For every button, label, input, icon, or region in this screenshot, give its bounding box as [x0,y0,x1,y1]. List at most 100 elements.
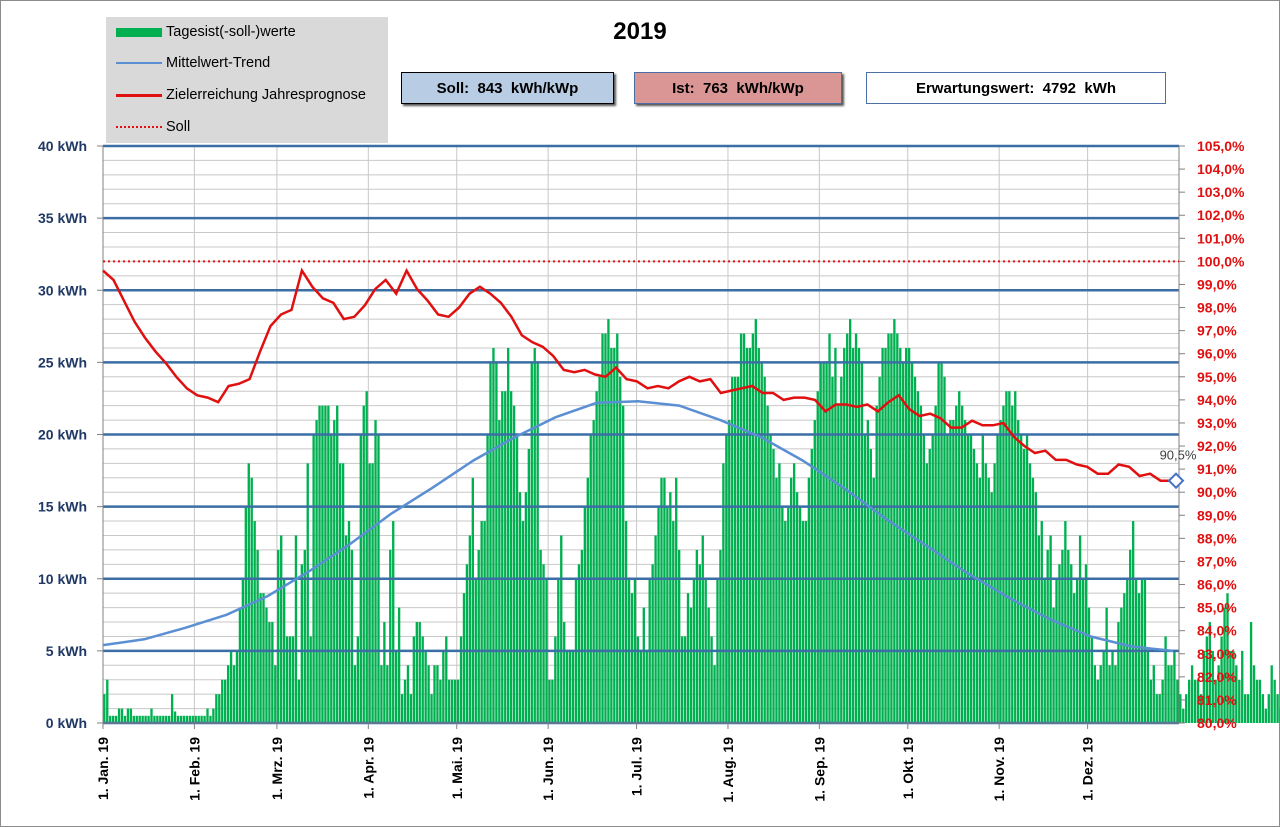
daily-bar [315,420,318,723]
daily-bar [651,564,654,723]
daily-bar [875,405,878,723]
daily-bar [657,506,660,723]
daily-bar [1255,679,1259,723]
daily-bar [344,535,348,723]
daily-bar [686,593,690,723]
daily-bar [1114,665,1117,723]
daily-bar [943,376,946,723]
daily-bar [754,319,757,723]
daily-bar [1093,665,1097,723]
daily-bar [462,593,466,723]
daily-bar [185,715,189,723]
daily-bar [1246,694,1250,723]
daily-bar [843,347,846,723]
x-tick-label: 1. Nov. 19 [991,737,1007,802]
daily-bar [683,636,687,723]
daily-bar [751,333,755,723]
daily-bar [1235,665,1238,723]
daily-bar [256,549,259,723]
daily-bar [203,715,206,723]
daily-bar [433,665,436,723]
daily-bar [760,362,763,723]
y-left-tick-label: 35 kWh [38,210,87,226]
daily-bar [1061,549,1064,723]
daily-bar [952,420,955,723]
daily-bar [1264,708,1267,723]
daily-bar [262,593,265,723]
ist-box: Ist: 763 kWh/kWp [634,72,842,104]
daily-bar [689,607,693,723]
daily-bar [813,420,816,723]
daily-bar [1040,521,1043,723]
x-tick-label: 1. Jun. 19 [540,737,556,801]
daily-bar [866,420,870,723]
daily-bar [568,650,572,723]
erwartung-box: Erwartungswert: 4792 kWh [866,72,1166,104]
daily-bar [400,694,404,723]
daily-bar [621,405,625,723]
y-right-tick-label: 93,0% [1197,415,1237,431]
daily-bar [507,347,510,723]
daily-bar [215,694,218,723]
daily-bar [781,506,784,723]
legend-label-bars: Tagesist(-soll-)werte [166,24,296,40]
daily-bar [530,362,533,723]
daily-bar [884,347,887,723]
daily-bar [386,665,389,723]
end-value-label: 90,5% [1160,448,1197,463]
legend-item-trend: Mittelwert-Trend [116,53,270,73]
daily-bar [598,376,601,723]
daily-bar [412,636,416,723]
daily-bar [1267,694,1270,723]
legend-item-forecast: Zielerreichung Jahresprognose [116,85,366,105]
daily-bar [613,347,616,723]
y-right-tick-label: 105,0% [1197,138,1245,154]
daily-bar [1111,650,1114,723]
daily-bar [206,708,209,723]
daily-bar [247,463,250,723]
daily-bar [1058,564,1061,723]
daily-bar [374,420,377,723]
daily-bar [309,636,312,723]
daily-bar [1002,405,1005,723]
daily-bar [1173,650,1176,723]
daily-bar [536,362,539,723]
daily-bar [459,636,463,723]
daily-bar [226,665,230,723]
daily-bar [999,420,1002,723]
daily-bar [1031,477,1035,723]
y-right-tick-label: 96,0% [1197,346,1237,362]
daily-bar [1158,694,1161,723]
daily-bar [333,420,336,723]
daily-bar [565,650,569,723]
daily-bar [153,715,156,723]
trend-line [102,400,1174,653]
soll-box: Soll: 843 kWh/kWp [401,72,614,104]
daily-bar [580,549,584,723]
daily-bar [480,521,483,723]
daily-bar [893,319,896,723]
daily-bar [925,463,928,723]
daily-bar [456,679,460,723]
daily-bar [191,715,194,723]
daily-bar [695,549,699,723]
daily-bar [563,622,566,723]
daily-bar [200,715,203,723]
y-right-tick-label: 83,0% [1197,646,1237,662]
daily-bar [801,521,805,723]
daily-bar [675,477,678,723]
legend-label-trend: Mittelwert-Trend [166,55,271,71]
daily-bar [810,448,814,723]
daily-bar [159,715,162,723]
daily-bar [1011,405,1014,723]
daily-bar [341,463,345,723]
daily-bar [1214,679,1217,723]
daily-bar [949,420,952,723]
daily-bar [1196,679,1200,723]
daily-bar [224,679,227,723]
daily-bar [439,679,442,723]
daily-bar [831,376,834,723]
forecast-line [102,267,1171,482]
daily-bar [1096,679,1099,723]
daily-bar [306,463,309,723]
